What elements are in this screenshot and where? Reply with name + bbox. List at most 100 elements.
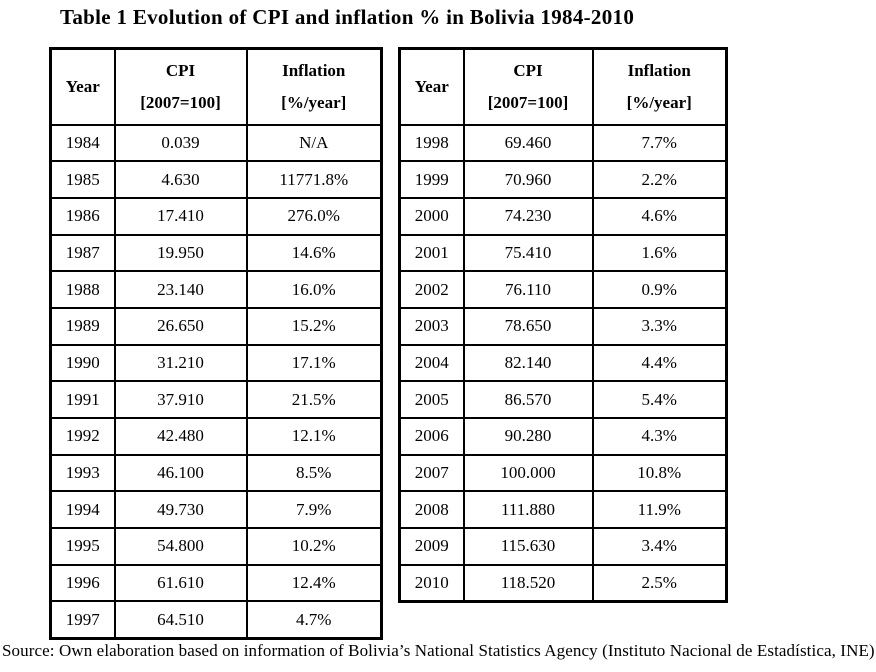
cpi-header-line2: [2007=100] bbox=[140, 92, 221, 112]
source-note: Source: Own elaboration based on informa… bbox=[2, 641, 875, 660]
cpi-cell: 0.039 bbox=[113, 123, 248, 163]
year-cell: 1999 bbox=[398, 160, 465, 199]
cpi-cell: 49.730 bbox=[113, 490, 248, 530]
inflation-cell: 3.3% bbox=[591, 306, 728, 346]
year-cell: 2010 bbox=[398, 563, 465, 603]
year-cell: 1988 bbox=[49, 270, 116, 309]
table-row: 2009 115.630 3.4% bbox=[398, 527, 728, 566]
table-row: 2000 74.230 4.6% bbox=[398, 196, 728, 236]
table-body-left: 1984 0.039 N/A 1985 4.630 11771.8% 1986 17.410 2… bbox=[49, 123, 383, 640]
year-cell: 2008 bbox=[398, 490, 465, 530]
year-cell: 1989 bbox=[49, 306, 116, 346]
year-cell: 1996 bbox=[49, 563, 116, 603]
year-cell: 1994 bbox=[49, 490, 116, 530]
inflation-cell: 10.8% bbox=[591, 453, 728, 493]
cpi-cell: 115.630 bbox=[462, 527, 594, 566]
cpi-cell: 37.910 bbox=[113, 380, 248, 419]
cpi-cell: 118.520 bbox=[462, 563, 594, 603]
cpi-cell: 23.140 bbox=[113, 270, 248, 309]
inflation-cell: 2.5% bbox=[591, 563, 728, 603]
year-cell: 1993 bbox=[49, 453, 116, 493]
table-body-right: 1998 69.460 7.7% 1999 70.960 2.2% 2000 74.230 4.… bbox=[398, 123, 728, 603]
table-row: 1997 64.510 4.7% bbox=[49, 600, 383, 640]
cpi-cell: 17.410 bbox=[113, 196, 248, 236]
cpi-cell: 75.410 bbox=[462, 233, 594, 273]
cpi-cell: 4.630 bbox=[113, 160, 248, 199]
year-cell: 2001 bbox=[398, 233, 465, 273]
table-caption: Table 1 Evolution of CPI and inflation %… bbox=[60, 5, 635, 29]
inflation-cell: 8.5% bbox=[245, 453, 383, 493]
table-row: 1987 19.950 14.6% bbox=[49, 233, 383, 273]
year-cell: 1995 bbox=[49, 527, 116, 566]
table-row: 1993 46.100 8.5% bbox=[49, 453, 383, 493]
inflation-column-header: Inflation [%/year] bbox=[245, 47, 383, 126]
cpi-cell: 70.960 bbox=[462, 160, 594, 199]
year-cell: 1985 bbox=[49, 160, 116, 199]
inflation-cell: 10.2% bbox=[245, 527, 383, 566]
year-cell: 1998 bbox=[398, 123, 465, 163]
inflation-cell: 4.3% bbox=[591, 417, 728, 456]
tables-container: Year CPI [2007=100] Inflation [%/year] 1… bbox=[49, 47, 728, 640]
table-row: 1995 54.800 10.2% bbox=[49, 527, 383, 566]
year-cell: 2000 bbox=[398, 196, 465, 236]
cpi-header-line1: CPI bbox=[165, 60, 196, 80]
year-cell: 1991 bbox=[49, 380, 116, 419]
inflation-cell: 4.7% bbox=[245, 600, 383, 640]
inflation-cell: 3.4% bbox=[591, 527, 728, 566]
cpi-cell: 76.110 bbox=[462, 270, 594, 309]
inflation-cell: 0.9% bbox=[591, 270, 728, 309]
inflation-header-line2: [%/year] bbox=[626, 92, 692, 112]
inflation-cell: 14.6% bbox=[245, 233, 383, 273]
cpi-header-line1: CPI bbox=[513, 60, 543, 80]
table-row: 2004 82.140 4.4% bbox=[398, 343, 728, 383]
table-row: 2005 86.570 5.4% bbox=[398, 380, 728, 419]
inflation-header-line1: Inflation bbox=[627, 60, 691, 80]
year-cell: 1987 bbox=[49, 233, 116, 273]
inflation-cell: 4.4% bbox=[591, 343, 728, 383]
cpi-table-1998-2010: Year CPI [2007=100] Inflation [%/year] 1… bbox=[398, 47, 728, 603]
inflation-cell: 16.0% bbox=[245, 270, 383, 309]
cpi-cell: 64.510 bbox=[113, 600, 248, 640]
inflation-header-line1: Inflation bbox=[282, 60, 346, 80]
year-cell: 1990 bbox=[49, 343, 116, 383]
cpi-cell: 42.480 bbox=[113, 417, 248, 456]
table-row: 1994 49.730 7.9% bbox=[49, 490, 383, 530]
table-row: 1988 23.140 16.0% bbox=[49, 270, 383, 309]
table-row: 2002 76.110 0.9% bbox=[398, 270, 728, 309]
table-row: 1986 17.410 276.0% bbox=[49, 196, 383, 236]
cpi-cell: 31.210 bbox=[113, 343, 248, 383]
year-cell: 1984 bbox=[49, 123, 116, 163]
cpi-cell: 78.650 bbox=[462, 306, 594, 346]
year-cell: 1997 bbox=[49, 600, 116, 640]
table-row: 2008 111.880 11.9% bbox=[398, 490, 728, 530]
cpi-cell: 90.280 bbox=[462, 417, 594, 456]
year-cell: 2003 bbox=[398, 306, 465, 346]
year-cell: 2006 bbox=[398, 417, 465, 456]
year-cell: 2009 bbox=[398, 527, 465, 566]
table-row: 1992 42.480 12.1% bbox=[49, 417, 383, 456]
cpi-column-header: CPI [2007=100] bbox=[113, 47, 248, 126]
table-row: 1990 31.210 17.1% bbox=[49, 343, 383, 383]
cpi-cell: 26.650 bbox=[113, 306, 248, 346]
year-column-header: Year bbox=[398, 47, 465, 126]
table-header-row: Year CPI [2007=100] Inflation [%/year] bbox=[49, 47, 383, 126]
cpi-cell: 74.230 bbox=[462, 196, 594, 236]
inflation-cell: 2.2% bbox=[591, 160, 728, 199]
cpi-column-header: CPI [2007=100] bbox=[462, 47, 594, 126]
table-row: 1999 70.960 2.2% bbox=[398, 160, 728, 199]
inflation-cell: 12.1% bbox=[245, 417, 383, 456]
inflation-cell: 11771.8% bbox=[245, 160, 383, 199]
table-row: 1998 69.460 7.7% bbox=[398, 123, 728, 163]
cpi-cell: 86.570 bbox=[462, 380, 594, 419]
inflation-column-header: Inflation [%/year] bbox=[591, 47, 728, 126]
inflation-cell: 15.2% bbox=[245, 306, 383, 346]
inflation-cell: 7.7% bbox=[591, 123, 728, 163]
table-row: 2006 90.280 4.3% bbox=[398, 417, 728, 456]
year-cell: 1986 bbox=[49, 196, 116, 236]
cpi-cell: 82.140 bbox=[462, 343, 594, 383]
table-row: 1989 26.650 15.2% bbox=[49, 306, 383, 346]
table-row: 2001 75.410 1.6% bbox=[398, 233, 728, 273]
year-cell: 2007 bbox=[398, 453, 465, 493]
year-cell: 2004 bbox=[398, 343, 465, 383]
year-cell: 1992 bbox=[49, 417, 116, 456]
